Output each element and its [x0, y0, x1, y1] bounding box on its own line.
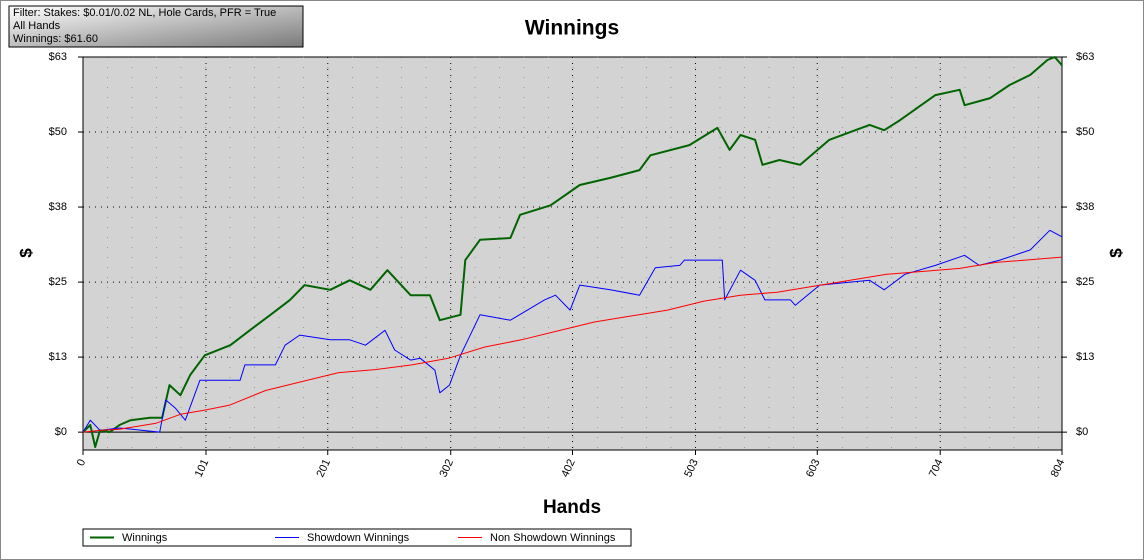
y2-tick-label: $50 — [1076, 126, 1094, 138]
y-tick-label: $0 — [55, 426, 67, 438]
legend-label: Showdown Winnings — [307, 532, 410, 544]
y2-tick-label: $38 — [1076, 201, 1094, 213]
x-tick-label: 0 — [75, 457, 88, 468]
legend-label: Non Showdown Winnings — [490, 532, 616, 544]
y-tick-label: $50 — [49, 126, 67, 138]
grid — [83, 56, 1062, 450]
filter-line: Filter: Stakes: $0.01/0.02 NL, Hole Card… — [13, 7, 276, 19]
y2-tick-label: $25 — [1076, 276, 1094, 288]
y-axis-label: $ — [16, 248, 35, 258]
filter-box — [8, 5, 304, 48]
legend — [82, 528, 632, 547]
series-line — [82, 56, 1063, 448]
plot-area — [82, 56, 1063, 451]
y2-axis-label: $ — [1106, 248, 1125, 258]
series — [82, 56, 1063, 448]
series-line — [82, 229, 1063, 433]
y2-tick-label: $63 — [1076, 51, 1094, 63]
series-line — [82, 256, 1063, 433]
y2-tick-label: $13 — [1076, 351, 1094, 363]
x-axis-label: Hands — [543, 497, 601, 518]
y-tick-label: $25 — [49, 276, 67, 288]
y2-tick-label: $0 — [1076, 426, 1088, 438]
y-tick-label: $38 — [49, 201, 67, 213]
legend-label: Winnings — [122, 532, 168, 544]
y-tick-label: $13 — [49, 351, 67, 363]
filter-line: All Hands — [13, 20, 61, 32]
chart-title: Winnings — [525, 17, 619, 40]
filter-line: Winnings: $61.60 — [13, 33, 98, 45]
y-tick-label: $63 — [49, 51, 67, 63]
